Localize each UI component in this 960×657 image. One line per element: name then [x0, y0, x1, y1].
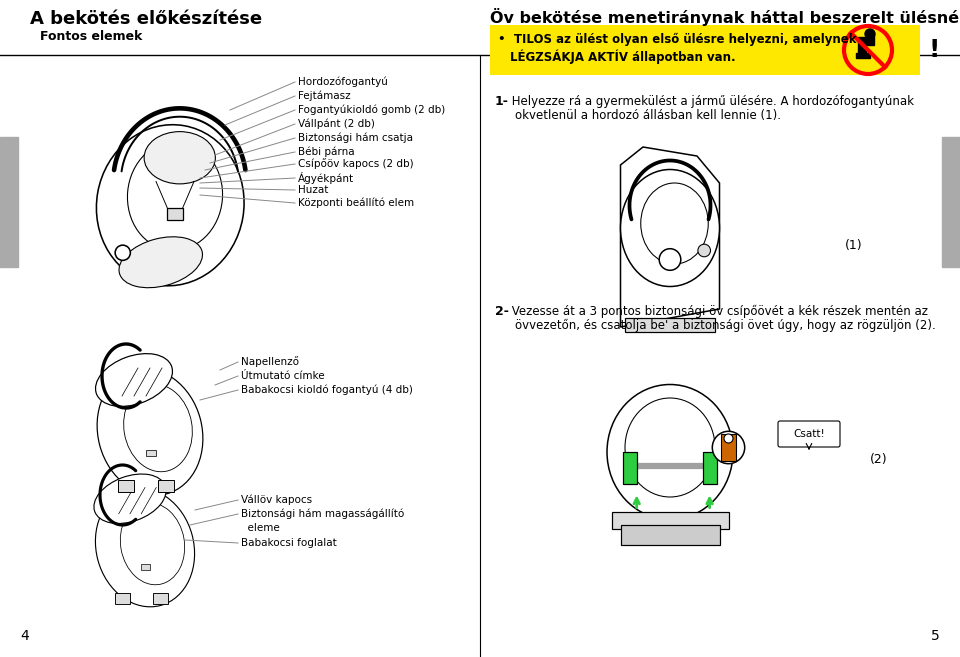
Bar — [490, 25, 920, 75]
Text: Bébi párna: Bébi párna — [298, 147, 354, 157]
Text: Huzat: Huzat — [298, 185, 328, 195]
Text: Fogantyúkioldó gomb (2 db): Fogantyúkioldó gomb (2 db) — [298, 104, 445, 115]
Text: Csípőöv kapocs (2 db): Csípőöv kapocs (2 db) — [298, 158, 414, 170]
Ellipse shape — [625, 398, 715, 497]
Circle shape — [712, 431, 745, 464]
Text: 4: 4 — [20, 629, 29, 643]
Bar — [115, 593, 130, 604]
Text: !: ! — [928, 38, 940, 62]
Text: Hordozófogantyú: Hordozófogantyú — [298, 77, 388, 87]
Bar — [704, 452, 717, 484]
Circle shape — [865, 29, 875, 39]
Text: eleme: eleme — [241, 523, 279, 533]
Ellipse shape — [640, 183, 708, 264]
Text: A bekötés előkészítése: A bekötés előkészítése — [30, 10, 262, 28]
Text: Helyezze rá a gyermekülést a jármű ülésére. A hordozófogantyúnak: Helyezze rá a gyermekülést a jármű ülésé… — [508, 95, 914, 108]
Ellipse shape — [620, 170, 719, 286]
Text: Központi beállító elem: Központi beállító elem — [298, 198, 414, 208]
Text: Útmutató címke: Útmutató címke — [241, 371, 324, 381]
Ellipse shape — [128, 141, 223, 250]
Text: Vállpánt (2 db): Vállpánt (2 db) — [298, 119, 374, 129]
Bar — [620, 525, 719, 545]
Ellipse shape — [95, 488, 195, 607]
FancyBboxPatch shape — [778, 421, 840, 447]
Bar — [0, 137, 18, 267]
Ellipse shape — [144, 131, 215, 184]
Bar — [146, 449, 156, 456]
Ellipse shape — [97, 369, 203, 495]
Bar — [141, 564, 151, 570]
Text: Csatt!: Csatt! — [793, 429, 825, 439]
Text: •  TILOS az ülést olyan első ülésre helyezni, amelynek: • TILOS az ülést olyan első ülésre helye… — [498, 33, 856, 46]
Text: Fejtámasz: Fejtámasz — [298, 91, 350, 101]
Ellipse shape — [96, 353, 173, 407]
Bar — [858, 37, 866, 55]
Text: Biztonsági hám magasságállító: Biztonsági hám magasságállító — [241, 509, 404, 519]
Text: Ágyékpánt: Ágyékpánt — [298, 172, 354, 184]
Text: Babakocsi kioldó fogantyú (4 db): Babakocsi kioldó fogantyú (4 db) — [241, 385, 413, 396]
Text: Vállöv kapocs: Vállöv kapocs — [241, 495, 312, 505]
Ellipse shape — [607, 384, 733, 520]
Text: 2-: 2- — [495, 305, 509, 318]
Circle shape — [660, 249, 681, 270]
Circle shape — [724, 434, 733, 443]
Text: okvetlenül a hordozó állásban kell lennie (1).: okvetlenül a hordozó állásban kell lenni… — [515, 109, 781, 122]
Bar — [866, 35, 874, 45]
Ellipse shape — [94, 474, 166, 524]
Text: Fontos elemek: Fontos elemek — [40, 30, 142, 43]
Polygon shape — [620, 147, 719, 327]
Bar — [153, 593, 167, 604]
Bar — [856, 53, 870, 58]
Ellipse shape — [124, 384, 192, 472]
Text: Vezesse át a 3 pontos biztonsági öv csípőövét a kék részek mentén az: Vezesse át a 3 pontos biztonsági öv csíp… — [508, 305, 928, 318]
Text: LÉGZSÁKJA AKTÍV állapotban van.: LÉGZSÁKJA AKTÍV állapotban van. — [510, 49, 735, 64]
Bar — [942, 137, 960, 267]
Ellipse shape — [119, 237, 203, 288]
Text: Biztonsági hám csatja: Biztonsági hám csatja — [298, 133, 413, 143]
Text: (2): (2) — [870, 453, 888, 466]
Bar — [118, 480, 134, 492]
Circle shape — [115, 245, 131, 260]
Text: 1-: 1- — [495, 95, 509, 108]
Text: Napellenző: Napellenző — [241, 357, 299, 367]
Bar — [721, 434, 735, 461]
Text: övvezetőn, és csatolja be' a biztonsági övet úgy, hogy az rögzüljön (2).: övvezetőn, és csatolja be' a biztonsági … — [515, 319, 936, 332]
Text: (1): (1) — [845, 238, 863, 252]
Ellipse shape — [120, 503, 184, 585]
Bar — [625, 318, 715, 332]
Circle shape — [698, 244, 710, 257]
Ellipse shape — [96, 125, 244, 286]
Bar — [612, 512, 729, 528]
Text: Öv bekötése menetiránynak háttal beszerelt ülésnél: Öv bekötése menetiránynak háttal beszere… — [490, 8, 960, 26]
Bar — [167, 208, 182, 219]
Text: 5: 5 — [931, 629, 940, 643]
Text: Babakocsi foglalat: Babakocsi foglalat — [241, 538, 337, 548]
Bar — [158, 480, 174, 492]
Bar — [623, 452, 636, 484]
